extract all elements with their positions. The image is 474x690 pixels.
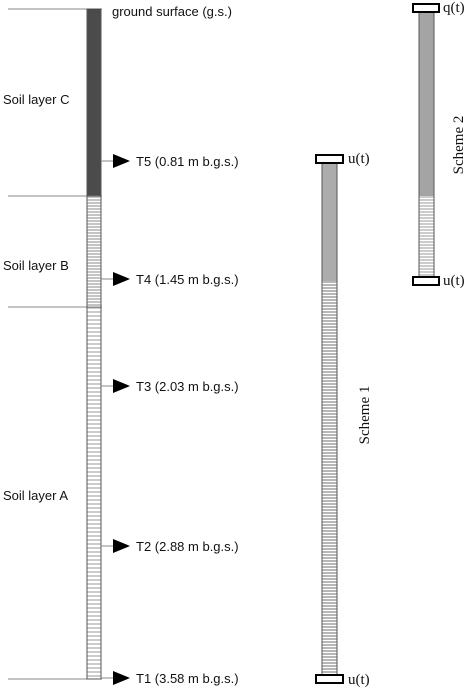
sensor-label: T4 (1.45 m b.g.s.) (136, 272, 239, 287)
layer-label-a: Soil layer A (3, 488, 68, 503)
column-outline (86, 8, 102, 680)
scheme1-cells (322, 163, 337, 673)
scheme2-bottom-bc-label: u(t) (443, 273, 465, 289)
scheme1-top-bc-label: u(t) (348, 151, 370, 167)
main-soil-column (86, 8, 102, 680)
scheme1-top-boundary-box (315, 154, 344, 164)
main-column-cells (87, 9, 101, 677)
sensor-t3: T3 (2.03 m b.g.s.) (101, 379, 239, 394)
layer-label-b: Soil layer B (3, 258, 69, 273)
scheme2-top-boundary-box (412, 3, 440, 13)
sensor-t5: T5 (0.81 m b.g.s.) (101, 154, 239, 169)
scheme2-bottom-boundary-box (412, 276, 440, 286)
scheme2-title: Scheme 2 (451, 116, 467, 175)
sensor-label: T2 (2.88 m b.g.s.) (136, 539, 239, 554)
sensor-label: T1 (3.58 m b.g.s.) (136, 671, 239, 686)
scheme1-bottom-boundary-box (315, 674, 344, 684)
sensor-t4: T4 (1.45 m b.g.s.) (101, 272, 239, 287)
sensor-label: T3 (2.03 m b.g.s.) (136, 379, 239, 394)
scheme1-bottom-bc-label: u(t) (348, 672, 370, 688)
sensor-arrow-head (113, 272, 130, 286)
scheme2-cells (419, 12, 434, 276)
scheme1-column (315, 154, 344, 684)
scheme2-top-bc-label: q(t) (443, 0, 465, 16)
layer-label-c: Soil layer C (3, 92, 69, 107)
ground-surface-label: ground surface (g.s.) (112, 4, 232, 19)
sensor-label: T5 (0.81 m b.g.s.) (136, 154, 239, 169)
sensor-arrow-head (113, 379, 130, 393)
sensor-t1: T1 (3.58 m b.g.s.) (101, 671, 239, 686)
sensor-arrow-head (113, 539, 130, 553)
sensor-t2: T2 (2.88 m b.g.s.) (101, 539, 239, 554)
sensor-arrow-head (113, 154, 130, 168)
scheme2-column (412, 3, 440, 286)
scheme1-title: Scheme 1 (357, 386, 373, 445)
sensor-arrow-head (113, 671, 130, 685)
